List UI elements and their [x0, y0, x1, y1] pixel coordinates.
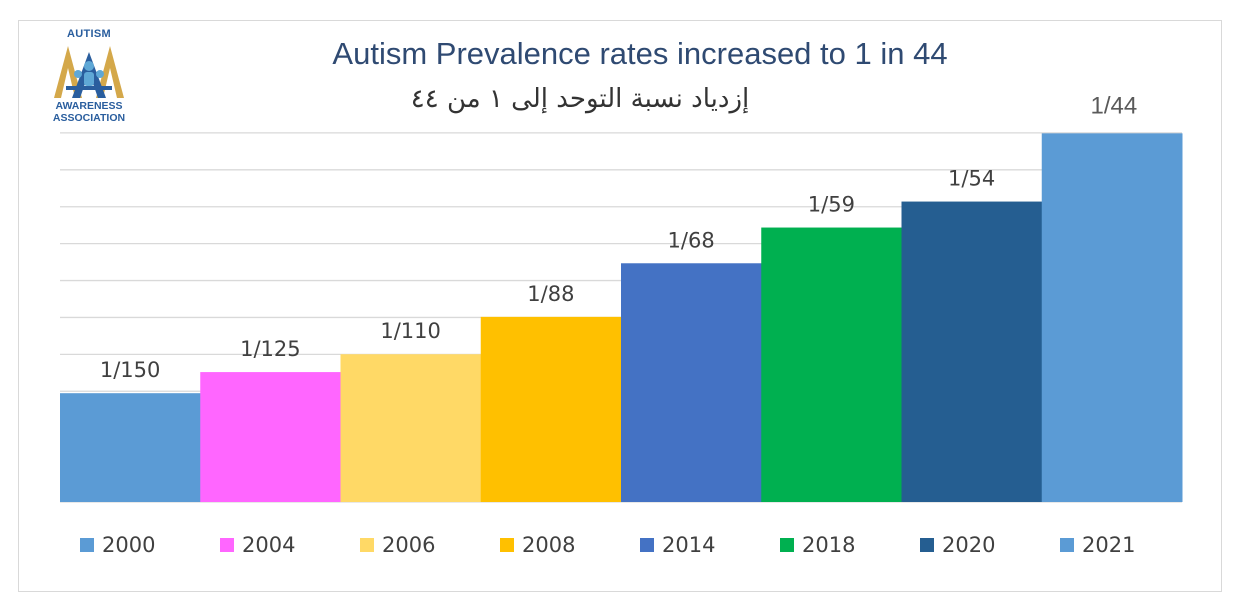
data-label-2018: 1/59 [808, 193, 855, 217]
bar-2014 [621, 263, 762, 502]
legend-label: 2004 [242, 533, 296, 557]
bar-2021 [1041, 133, 1183, 503]
logo-top-text: AUTISM [67, 28, 111, 40]
legend-item-2008: 2008 [500, 530, 575, 560]
legend-swatch [780, 538, 794, 552]
bar-2006 [340, 354, 482, 502]
legend-label: 2020 [942, 533, 996, 557]
legend-item-2020: 2020 [920, 530, 995, 560]
legend-swatch [920, 538, 934, 552]
legend-swatch [360, 538, 374, 552]
logo-mark-icon [54, 46, 124, 98]
data-label-2014: 1/68 [668, 228, 715, 252]
bar-2004 [200, 372, 341, 502]
legend-swatch [640, 538, 654, 552]
legend-item-2018: 2018 [780, 530, 855, 560]
bar-2000 [60, 393, 201, 502]
legend-label: 2014 [662, 533, 716, 557]
logo-awareness-text: AWARENESS [55, 100, 123, 112]
legend-swatch [220, 538, 234, 552]
legend-swatch [1060, 538, 1074, 552]
data-label-2004: 1/125 [240, 337, 301, 361]
legend-item-2000: 2000 [80, 530, 155, 560]
legend-item-2021: 2021 [1060, 530, 1135, 560]
data-label-2006: 1/110 [380, 319, 441, 343]
legend-item-2004: 2004 [220, 530, 295, 560]
legend-label: 2008 [522, 533, 576, 557]
legend-label: 2006 [382, 533, 436, 557]
chart-title: Autism Prevalence rates increased to 1 i… [332, 36, 948, 71]
legend-swatch [500, 538, 514, 552]
autism-awareness-logo: AUTISM AWARENESS ASSOCIATION [44, 28, 134, 126]
bar-2008 [480, 316, 622, 502]
legend-label: 2018 [802, 533, 856, 557]
legend-label: 2000 [102, 533, 156, 557]
bar-2020 [901, 201, 1043, 502]
legend-item-2006: 2006 [360, 530, 435, 560]
legend-label: 2021 [1082, 533, 1136, 557]
data-label-2000: 1/150 [100, 358, 161, 382]
bar-2018 [761, 227, 902, 502]
data-label-2021: 1/44 [1091, 92, 1138, 119]
logo-association-text: ASSOCIATION [52, 112, 126, 124]
chart-subtitle-arabic: إزدياد نسبة التوحد إلى ١ من ٤٤ [410, 84, 750, 114]
legend-swatch [80, 538, 94, 552]
legend-item-2014: 2014 [640, 530, 715, 560]
data-label-2008: 1/88 [527, 282, 574, 306]
data-label-2020: 1/54 [948, 167, 995, 191]
